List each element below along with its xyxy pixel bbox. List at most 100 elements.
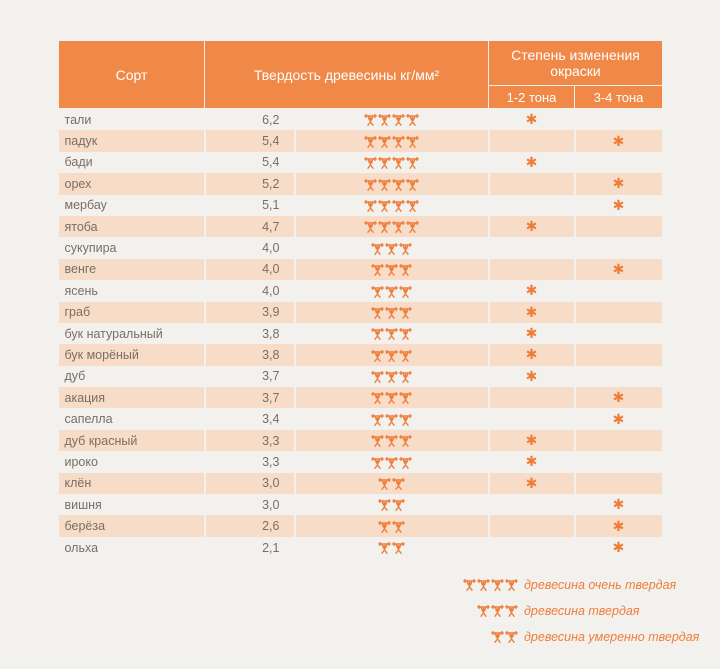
hardness-value: 4,0 bbox=[204, 237, 296, 259]
weightlifter-icon bbox=[399, 371, 412, 383]
tone-1-2-cell bbox=[488, 194, 576, 216]
hardness-icons bbox=[294, 536, 490, 559]
weightlifter-icon bbox=[504, 630, 518, 643]
hardness-value: 3,3 bbox=[204, 451, 296, 473]
weightlifter-icon bbox=[364, 199, 377, 212]
hardness-icons bbox=[294, 494, 490, 516]
weightlifter-icon bbox=[378, 135, 391, 148]
hardness-value: 5,2 bbox=[204, 173, 296, 195]
wood-name: бук натуральный bbox=[58, 322, 206, 345]
weightlifter-icon bbox=[406, 157, 419, 170]
table-row: ольха 2,1 ✱ bbox=[58, 536, 664, 559]
tone-3-4-cell bbox=[574, 451, 664, 473]
weightlifter-icon bbox=[392, 499, 405, 512]
wood-name: падук bbox=[58, 130, 206, 152]
hardness-value: 4,0 bbox=[204, 258, 296, 281]
wood-name: дуб красный bbox=[58, 429, 206, 452]
weightlifter-icon bbox=[399, 435, 412, 448]
hardness-icons bbox=[294, 194, 490, 216]
hardness-value: 4,7 bbox=[204, 215, 296, 238]
table-row: берёза 2,6 ✱ bbox=[58, 515, 664, 537]
header-sort: Сорт bbox=[58, 40, 205, 109]
tone-1-2-cell bbox=[488, 173, 576, 195]
hardness-icons bbox=[294, 515, 490, 537]
weightlifter-icon bbox=[406, 135, 419, 148]
legend-icons bbox=[448, 576, 524, 594]
weightlifter-icon bbox=[371, 435, 384, 448]
hardness-icons bbox=[294, 429, 490, 452]
asterisk-mark: ✱ bbox=[525, 474, 538, 491]
hardness-icons bbox=[294, 237, 490, 259]
hardness-icons bbox=[294, 344, 490, 366]
wood-name: венге bbox=[58, 258, 206, 281]
table-body: тали 6,2 ✱ падук 5,4 ✱ бади 5,4 ✱ орех 5,2 ✱ мербау 5… bbox=[58, 108, 664, 559]
hardness-icons bbox=[294, 387, 490, 409]
weightlifter-icon bbox=[378, 499, 391, 512]
header-tone-3-4: 3-4 тона bbox=[574, 85, 663, 109]
tone-1-2-cell bbox=[488, 237, 576, 259]
weightlifter-icon bbox=[385, 285, 398, 298]
asterisk-mark: ✱ bbox=[612, 517, 625, 534]
weightlifter-icon bbox=[385, 306, 398, 319]
weightlifter-icon bbox=[399, 328, 412, 341]
wood-hardness-table: Сорт Твердость древесины кг/мм² Степень … bbox=[58, 40, 664, 559]
hardness-icons bbox=[294, 215, 490, 238]
hardness-icons bbox=[294, 258, 490, 281]
legend-item: древесина умеренно твердая bbox=[448, 624, 720, 650]
hardness-value: 2,6 bbox=[204, 515, 296, 537]
hardness-value: 3,8 bbox=[204, 344, 296, 366]
legend-icons bbox=[448, 628, 524, 646]
weightlifter-icon bbox=[399, 306, 412, 319]
asterisk-mark: ✱ bbox=[525, 367, 538, 384]
hardness-icons bbox=[294, 365, 490, 388]
tone-1-2-cell bbox=[488, 130, 576, 152]
wood-name: ятоба bbox=[58, 215, 206, 238]
tone-1-2-cell bbox=[488, 387, 576, 409]
weightlifter-icon bbox=[378, 114, 391, 127]
hardness-value: 5,1 bbox=[204, 194, 296, 216]
table-row: бади 5,4 ✱ bbox=[58, 151, 664, 174]
tone-1-2-cell: ✱ bbox=[488, 451, 576, 473]
tone-3-4-cell: ✱ bbox=[574, 387, 664, 409]
wood-name: сукупира bbox=[58, 237, 206, 259]
weightlifter-icon bbox=[371, 242, 384, 255]
weightlifter-icon bbox=[371, 285, 384, 298]
tone-3-4-cell: ✱ bbox=[574, 130, 664, 152]
weightlifter-icon bbox=[371, 371, 384, 383]
tone-3-4-cell bbox=[574, 215, 664, 238]
asterisk-mark: ✱ bbox=[525, 153, 538, 170]
hardness-icons bbox=[294, 301, 490, 323]
tone-3-4-cell: ✱ bbox=[574, 258, 664, 281]
weightlifter-icon bbox=[364, 114, 377, 127]
table-row: сукупира 4,0 bbox=[58, 237, 664, 259]
table-row: акация 3,7 ✱ bbox=[58, 387, 664, 409]
weightlifter-icon bbox=[399, 242, 412, 255]
weightlifter-icon bbox=[406, 199, 419, 212]
table-row: ясень 4,0 ✱ bbox=[58, 280, 664, 302]
asterisk-mark: ✱ bbox=[612, 260, 625, 277]
weightlifter-icon bbox=[371, 413, 384, 426]
weightlifter-icon bbox=[371, 349, 384, 362]
tone-3-4-cell: ✱ bbox=[574, 194, 664, 216]
weightlifter-icon bbox=[385, 392, 398, 405]
wood-name: берёза bbox=[58, 515, 206, 537]
weightlifter-icon bbox=[378, 478, 391, 490]
hardness-value: 4,0 bbox=[204, 280, 296, 302]
weightlifter-icon bbox=[490, 578, 504, 591]
tone-3-4-cell: ✱ bbox=[574, 408, 664, 430]
tone-1-2-cell: ✱ bbox=[488, 215, 576, 238]
weightlifter-icon bbox=[406, 178, 419, 191]
tone-1-2-cell: ✱ bbox=[488, 301, 576, 323]
wood-name: орех bbox=[58, 173, 206, 195]
hardness-icons bbox=[294, 173, 490, 195]
hardness-value: 3,4 bbox=[204, 408, 296, 430]
table-row: бук натуральный 3,8 ✱ bbox=[58, 322, 664, 345]
weightlifter-icon bbox=[392, 478, 405, 490]
header-color-change: Степень изменения окраски bbox=[488, 40, 663, 86]
table-row: ятоба 4,7 ✱ bbox=[58, 215, 664, 238]
tone-3-4-cell: ✱ bbox=[574, 536, 664, 559]
wood-name: клён bbox=[58, 472, 206, 495]
hardness-icons bbox=[294, 130, 490, 152]
hardness-value: 3,0 bbox=[204, 472, 296, 495]
table-row: ироко 3,3 ✱ bbox=[58, 451, 664, 473]
